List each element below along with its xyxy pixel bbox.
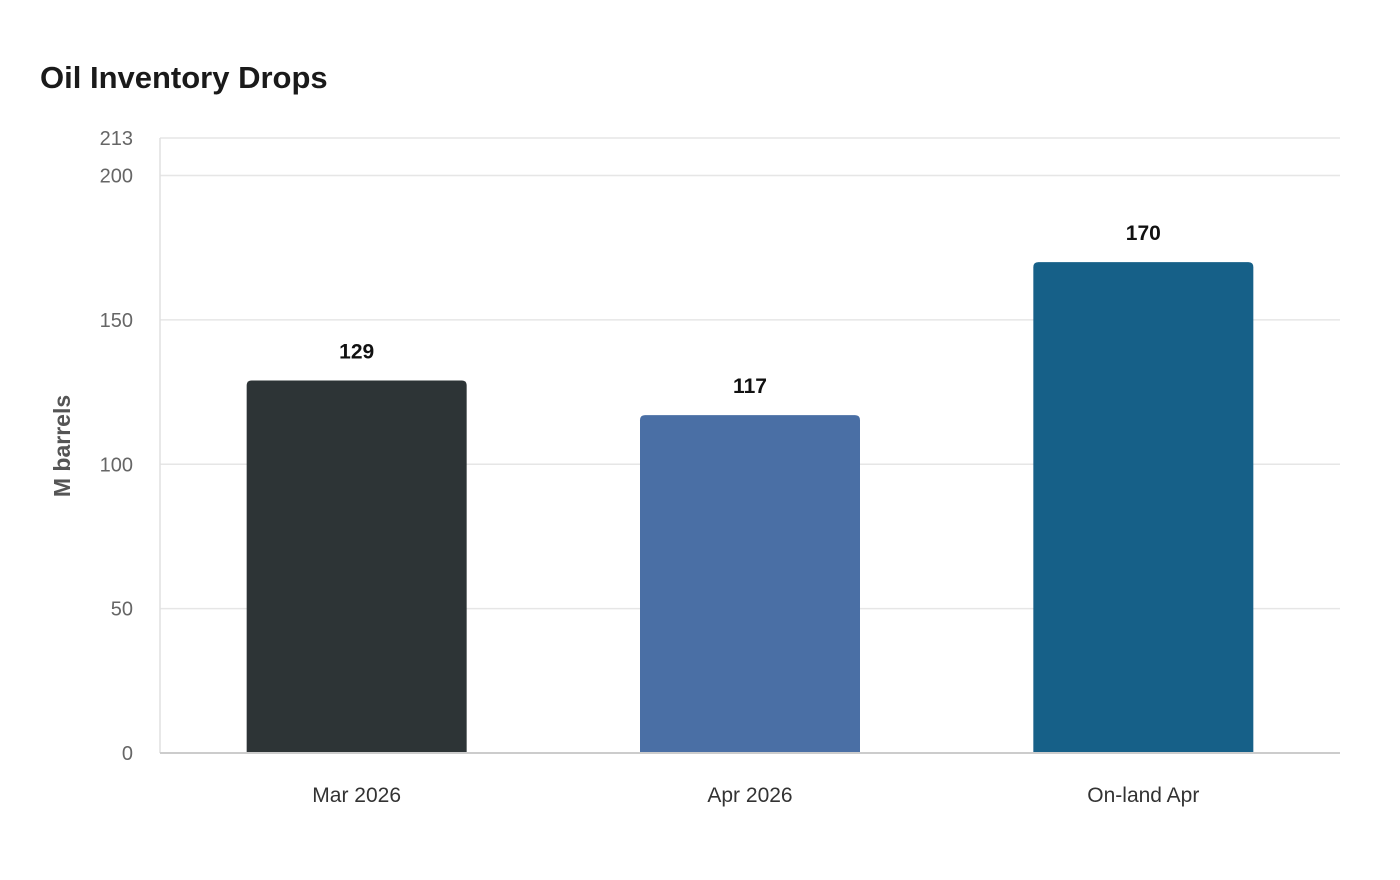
value-label: 129 (339, 341, 374, 364)
y-tick-label: 50 (111, 599, 133, 621)
y-axis-title: M barrels (49, 395, 75, 497)
y-tick-label: 100 (100, 454, 133, 476)
y-tick-label: 200 (100, 166, 133, 188)
y-tick-label: 213 (100, 128, 133, 150)
x-axis-labels: Mar 2026 Apr 2026 On-land Apr (312, 784, 1199, 807)
y-axis-ticks: 0 50 100 150 200 213 (100, 128, 133, 765)
bar-on-land-apr (1033, 262, 1254, 753)
y-tick-label: 150 (100, 310, 133, 332)
x-category-label: On-land Apr (1087, 784, 1199, 807)
value-label: 170 (1126, 222, 1161, 245)
value-labels: 129 117 170 (339, 222, 1161, 398)
chart-title: Oil Inventory Drops (40, 60, 328, 95)
y-tick-label: 0 (122, 743, 133, 765)
bar-apr-2026 (640, 415, 860, 753)
x-category-label: Mar 2026 (312, 784, 401, 807)
bars (246, 262, 1254, 753)
bar-mar-2026 (246, 380, 467, 753)
value-label: 117 (733, 375, 767, 398)
x-category-label: Apr 2026 (707, 784, 792, 807)
